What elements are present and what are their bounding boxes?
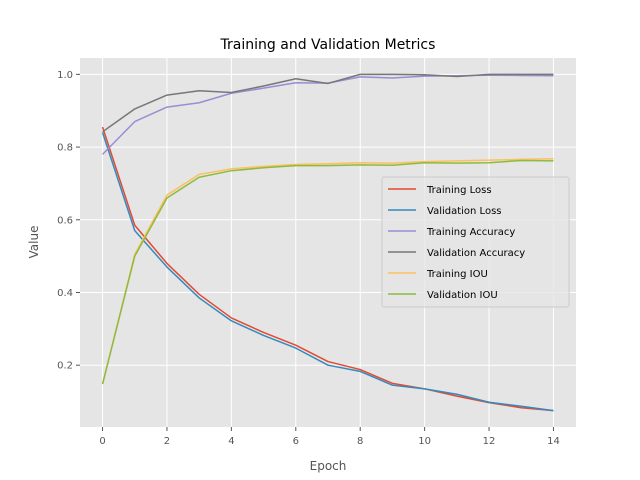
series-line-training-loss	[101, 126, 554, 412]
x-tick-label: 12	[483, 436, 496, 447]
y-axis-ticks: 0.2 0.4 0.6 0.8 1.0	[57, 70, 80, 372]
legend-label-validation-iou: Validation IOU	[427, 290, 498, 301]
legend-label-training-iou: Training IOU	[426, 269, 488, 280]
x-axis-label: Epoch	[310, 459, 347, 473]
x-tick-label: 2	[164, 436, 170, 447]
x-tick-label: 10	[418, 436, 431, 447]
series-line-training-iou	[101, 157, 554, 385]
x-tick-label: 8	[357, 436, 363, 447]
series-lines	[101, 73, 554, 412]
y-tick-label: 0.6	[57, 215, 73, 226]
y-axis-label: Value	[27, 226, 41, 259]
chart-title: Training and Validation Metrics	[220, 37, 436, 53]
legend-label-validation-loss: Validation Loss	[427, 206, 502, 217]
x-tick-label: 6	[293, 436, 299, 447]
legend-label-training-loss: Training Loss	[426, 185, 492, 196]
y-tick-label: 0.8	[57, 143, 73, 154]
series-line-validation-loss	[101, 132, 554, 412]
series-line-validation-iou	[101, 159, 554, 385]
y-tick-label: 0.4	[57, 288, 73, 299]
y-tick-label: 0.2	[57, 361, 73, 372]
x-tick-label: 14	[547, 436, 560, 447]
legend-label-validation-accuracy: Validation Accuracy	[427, 248, 525, 259]
legend: Training Loss Validation Loss Training Acc…	[381, 176, 570, 308]
y-tick-label: 1.0	[57, 70, 73, 81]
legend-label-training-accuracy: Training Accuracy	[426, 227, 515, 238]
x-tick-label: 4	[228, 436, 234, 447]
x-axis-ticks: 0 2 4 6 8 10 12 14	[99, 427, 560, 447]
legend-box	[381, 176, 570, 308]
x-tick-label: 0	[99, 436, 105, 447]
series-line-validation-accuracy	[102, 73, 554, 133]
